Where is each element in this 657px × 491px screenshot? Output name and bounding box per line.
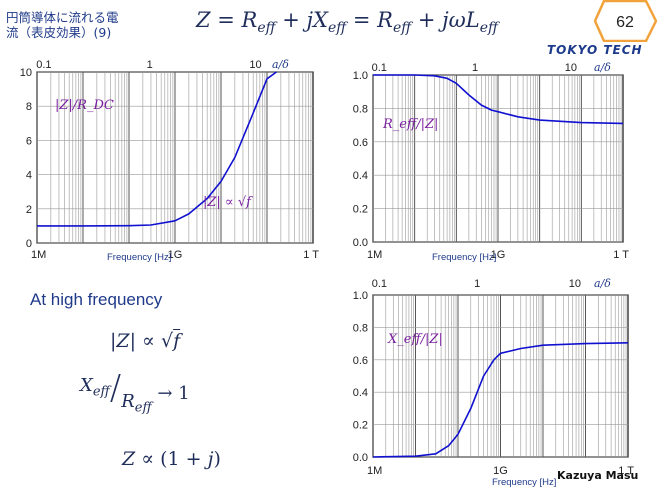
x-over-r-ratio: Xeff/Reff → 1 [80,368,190,416]
y-tick-label: 0 [26,238,32,250]
slide-title: 円筒導体に流れる電 流（表皮効果）(9) [6,10,176,40]
top-axis-tick-label: 1 [472,62,478,74]
x-tick-label: 1M [367,249,382,261]
y-tick-label: 0.0 [353,237,368,249]
top-axis-name: a/δ [594,277,611,290]
x-axis-title: Frequency [Hz] [432,252,496,263]
y-tick-label: 0.8 [353,103,368,115]
x-tick-label: 1M [31,249,46,261]
x-tick-label: 1G [491,249,506,261]
x-tick-label: 1G [168,249,183,261]
x-axis-title: Frequency [Hz] [107,252,171,263]
tokyo-tech-logo: TOKYO TECH [547,43,643,57]
y-tick-label: 2 [26,204,32,216]
z-proportional-sqrt-f-text: |Z| ∝ √f [110,330,181,352]
series-line [373,74,624,125]
top-axis-name: a/δ [594,61,611,74]
curve-label: X_eff/|Z| [387,332,443,347]
y-tick-label: 0.6 [353,137,368,149]
curve-label: |Z|/R_DC [55,98,114,113]
top-axis-tick-label: 10 [249,59,261,71]
curve-annotation: |Z| ∝ √f [203,195,253,210]
top-axis-name: a/δ [272,58,289,71]
y-tick-label: 10 [20,67,32,79]
x-tick-label: 1 T [613,249,629,261]
y-tick-label: 0.4 [353,387,368,399]
page-number: 62 [616,14,634,31]
y-tick-label: 0.6 [353,355,368,367]
x-over-r-text: Xeff/Reff → 1 [80,368,190,416]
z-proportional-1-plus-j: Z ∝ (1 + j) [122,448,221,470]
y-tick-label: 1.0 [353,70,368,82]
x-tick-label: 1M [367,465,382,477]
top-axis-tick-label: 1 [474,278,480,290]
author-name: Kazuya Masu [557,469,639,482]
slide-title-line2: 流（表皮効果）(9) [6,25,112,40]
series-line [37,71,277,227]
high-frequency-heading: At high frequency [30,290,163,309]
impedance-equation: Z = Reff + jXeff = Reff + jωLeff [196,8,498,36]
page-number-badge: 62 [593,0,657,47]
y-tick-label: 0.2 [353,204,368,216]
top-axis-tick-label: 10 [569,278,581,290]
y-tick-label: 0.8 [353,322,368,334]
series-line [372,342,629,458]
top-axis-tick-label: 0.1 [372,278,387,290]
top-axis-tick-label: 1 [147,59,153,71]
y-tick-label: 0.0 [353,452,368,464]
top-axis-tick-label: 0.1 [372,62,387,74]
impedance-equation-text: Z = Reff + jXeff = Reff + jωLeff [196,8,498,37]
x-tick-label: 1G [493,465,508,477]
y-tick-label: 1.0 [353,290,368,302]
curve-label: R_eff/|Z| [382,117,438,132]
z-proportional-1-plus-j-text: Z ∝ (1 + j) [122,448,221,470]
y-tick-label: 4 [26,170,32,182]
y-tick-label: 0.2 [353,420,368,432]
x-axis-title: Frequency [Hz] [492,477,556,488]
plot-xeff: 0.0 0.2 0.4 0.6 0.8 1.0 1M 1G 1 T Frequency [Hz] 0… [353,277,635,488]
slide-title-line1: 円筒導体に流れる電 [6,10,119,25]
y-tick-label: 0.4 [353,170,368,182]
z-proportional-sqrt-f: |Z| ∝ √f [110,330,180,352]
y-tick-label: 8 [26,101,32,113]
y-tick-label: 6 [26,135,32,147]
plot-z: 0 2 4 6 8 10 1M 1G 1 T Frequency [Hz] 0.1 1 10 a/δ |Z|… [20,58,320,263]
plot-reff: 0.0 0.2 0.4 0.6 0.8 1.0 1M 1G 1 T Frequency [Hz] 0… [353,61,630,263]
top-axis-tick-label: 10 [565,62,577,74]
top-axis-tick-label: 0.1 [36,59,51,71]
x-tick-label: 1 T [618,465,634,477]
x-tick-label: 1 T [303,249,319,261]
